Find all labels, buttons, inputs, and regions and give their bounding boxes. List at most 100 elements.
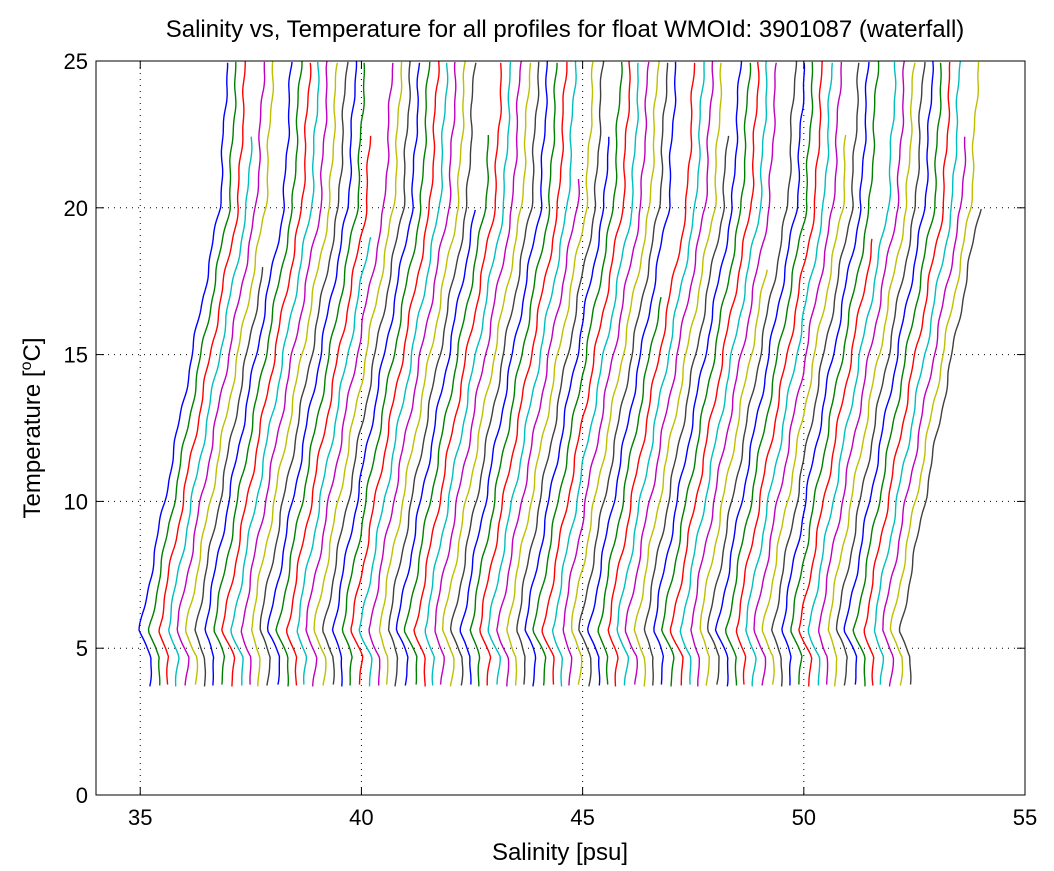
profile-line bbox=[322, 60, 411, 685]
profile-line bbox=[679, 60, 768, 685]
profile-line bbox=[368, 61, 457, 686]
profile-line bbox=[633, 62, 723, 687]
profile-line bbox=[807, 61, 897, 686]
profile-line bbox=[562, 61, 650, 686]
profile-line bbox=[798, 238, 873, 687]
profile-line bbox=[724, 61, 814, 686]
profile-line bbox=[250, 62, 339, 687]
x-tick-label: 50 bbox=[792, 805, 816, 830]
y-tick-label: 20 bbox=[64, 196, 88, 221]
profile-line bbox=[570, 60, 660, 685]
profile-line bbox=[147, 61, 237, 686]
profile-line bbox=[230, 61, 320, 686]
y-axis-label-main: Temperature [ bbox=[19, 370, 46, 518]
profile-line bbox=[221, 62, 312, 687]
profile-line bbox=[266, 61, 358, 685]
profile-line bbox=[506, 61, 594, 686]
profile-line bbox=[434, 60, 522, 685]
x-tick-label: 45 bbox=[570, 805, 594, 830]
profile-line bbox=[213, 61, 303, 685]
x-tick-label: 35 bbox=[128, 805, 152, 830]
x-axis-label: Salinity [psu] bbox=[492, 839, 628, 866]
profile-line bbox=[459, 60, 548, 685]
profile-line bbox=[607, 62, 696, 687]
profile-line bbox=[898, 208, 982, 685]
profile-line bbox=[745, 62, 833, 687]
axis-ticks: 35 40 45 50 55 0 5 10 15 20 25 bbox=[64, 49, 1038, 830]
profile-line bbox=[285, 135, 372, 686]
profile-line bbox=[660, 62, 752, 687]
profile-line bbox=[817, 60, 905, 685]
y-axis-label-end: C] bbox=[19, 338, 46, 362]
y-tick-label: 0 bbox=[76, 783, 88, 808]
profile-line bbox=[167, 136, 253, 687]
profile-line bbox=[413, 62, 503, 687]
profile-line bbox=[541, 60, 631, 685]
profile-line bbox=[424, 61, 512, 686]
profile-series bbox=[138, 60, 982, 687]
profile-line bbox=[341, 61, 431, 686]
profile-line bbox=[597, 296, 662, 685]
profile-line bbox=[358, 62, 449, 687]
profile-line bbox=[843, 60, 935, 685]
profile-line bbox=[770, 62, 860, 687]
profile-line bbox=[479, 61, 568, 686]
x-tick-label: 40 bbox=[349, 805, 373, 830]
profile-line bbox=[176, 61, 266, 686]
profile-line bbox=[790, 60, 880, 685]
profile-line bbox=[184, 60, 275, 685]
profile-line bbox=[699, 269, 768, 686]
profile-line bbox=[331, 62, 421, 687]
profile-line bbox=[469, 62, 558, 687]
profile-line bbox=[259, 61, 349, 686]
profile-line bbox=[690, 62, 777, 687]
profile-line bbox=[487, 61, 577, 685]
profile-line bbox=[551, 62, 639, 687]
profile-line bbox=[781, 61, 870, 686]
profile-line bbox=[714, 62, 806, 687]
profile-line bbox=[395, 209, 476, 686]
profile-line bbox=[138, 62, 229, 687]
profile-line bbox=[158, 60, 246, 685]
y-axis-label: Temperature [oC] bbox=[18, 338, 46, 519]
profile-line bbox=[882, 136, 967, 687]
profile-line bbox=[616, 61, 705, 686]
profile-line bbox=[275, 62, 366, 687]
profile-line bbox=[889, 61, 980, 686]
y-tick-label: 5 bbox=[76, 636, 88, 661]
profile-line bbox=[496, 178, 581, 687]
y-axis-label-superscript: o bbox=[18, 361, 35, 370]
profile-line bbox=[378, 60, 466, 685]
profile-line bbox=[441, 62, 532, 687]
profile-line bbox=[761, 134, 847, 685]
profile-line bbox=[753, 61, 843, 686]
profile-line bbox=[516, 60, 605, 685]
y-tick-label: 15 bbox=[64, 343, 88, 368]
profile-line bbox=[735, 60, 823, 685]
profile-line bbox=[835, 61, 926, 686]
profile-line bbox=[240, 60, 328, 685]
profile-line bbox=[586, 61, 677, 686]
profile-line bbox=[296, 237, 372, 685]
y-tick-label: 25 bbox=[64, 49, 88, 74]
profile-line bbox=[387, 62, 477, 687]
profile-line bbox=[643, 135, 730, 686]
plot-frame bbox=[95, 60, 1026, 796]
profile-line bbox=[706, 60, 798, 685]
profile-line bbox=[532, 61, 623, 686]
profile-line bbox=[863, 61, 951, 686]
profile-line bbox=[305, 62, 394, 687]
profile-line bbox=[403, 135, 490, 685]
profile-line bbox=[313, 61, 403, 686]
profile-line bbox=[624, 60, 714, 685]
profile-line bbox=[653, 60, 743, 685]
profile-line bbox=[449, 61, 540, 686]
y-tick-label: 10 bbox=[64, 489, 88, 514]
profile-line bbox=[194, 267, 264, 687]
profile-line bbox=[578, 62, 669, 687]
profile-line bbox=[852, 62, 942, 687]
profile-line bbox=[873, 60, 962, 685]
profile-line bbox=[669, 61, 760, 686]
chart-title: Salinity vs, Temperature for all profile… bbox=[166, 16, 965, 43]
